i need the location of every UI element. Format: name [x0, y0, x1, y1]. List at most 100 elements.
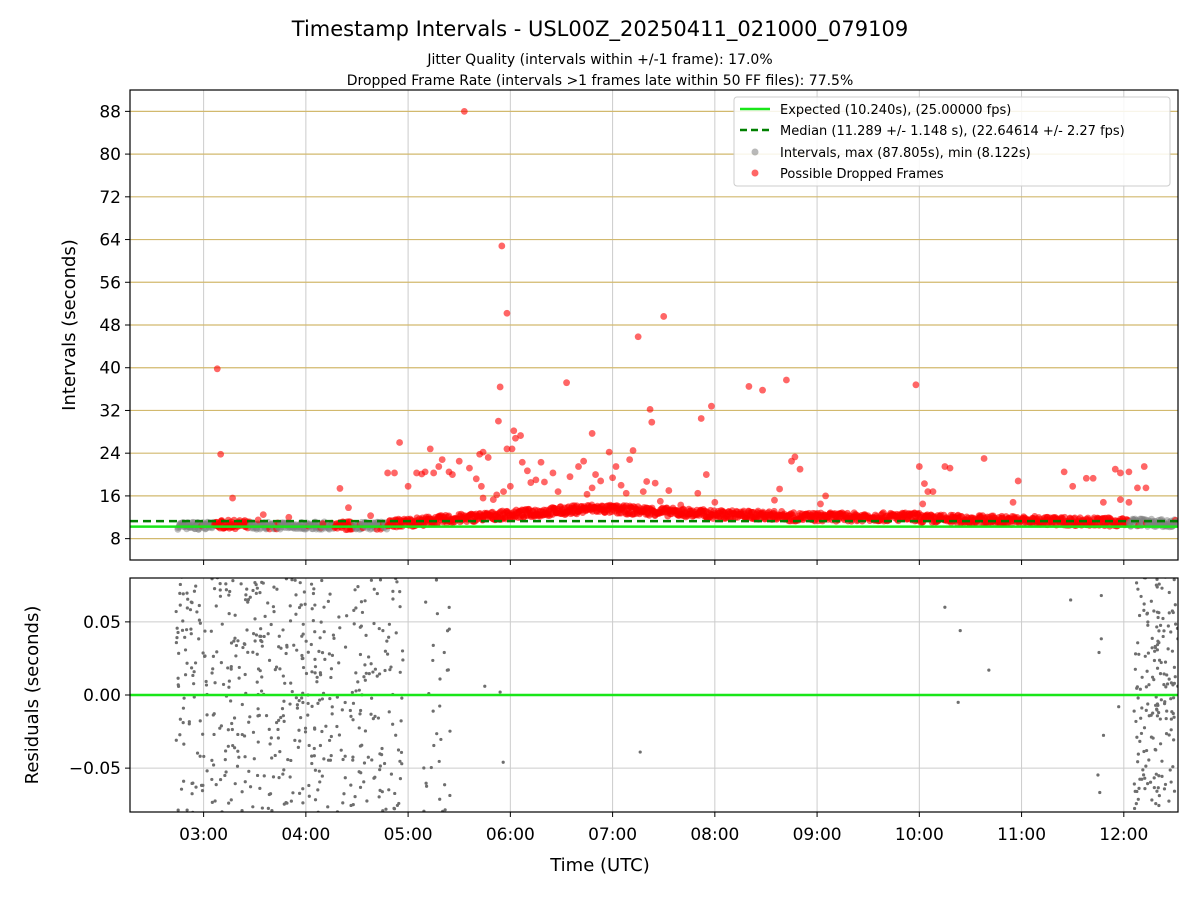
residual-point	[240, 809, 244, 812]
residual-point	[373, 667, 377, 671]
residual-point	[1155, 714, 1160, 718]
residual-point	[306, 701, 310, 706]
residual-point	[197, 618, 201, 622]
residual-point	[1156, 615, 1160, 620]
residual-point	[1161, 634, 1165, 639]
residual-point	[385, 652, 390, 656]
residual-point	[1158, 742, 1163, 746]
residual-point	[1152, 678, 1156, 682]
residual-point	[229, 667, 233, 671]
residual-point	[175, 636, 179, 640]
residual-point	[1140, 706, 1144, 710]
x-tick-label: 03:00	[179, 825, 228, 845]
residual-point	[1139, 594, 1143, 599]
residual-point	[290, 689, 294, 694]
residual-point	[431, 658, 435, 663]
residual-point	[176, 676, 180, 680]
residual-point	[1172, 738, 1176, 742]
residual-point	[1154, 801, 1158, 806]
residual-point	[198, 719, 202, 723]
dropped-frame-outlier	[924, 488, 932, 496]
dropped-frame-outlier	[660, 313, 668, 320]
residual-point	[1158, 672, 1163, 676]
residual-point	[1159, 660, 1163, 665]
dropped-frame-outlier	[702, 471, 710, 478]
residual-point	[185, 808, 189, 812]
residual-point	[281, 628, 285, 632]
residual-point	[227, 685, 231, 689]
residual-point	[277, 776, 281, 780]
residual-point	[366, 755, 370, 759]
residual-point	[259, 689, 264, 693]
dropped-frame-point	[790, 509, 798, 517]
residual-point	[348, 708, 352, 713]
residual-point	[391, 589, 395, 593]
dropped-frame-outlier	[783, 376, 790, 384]
dropped-frame-outlier	[588, 484, 596, 492]
residual-point	[260, 675, 264, 679]
residual-point	[181, 721, 185, 725]
residual-point	[218, 588, 222, 592]
residual-point	[231, 579, 235, 583]
dropped-frame-outlier	[1069, 482, 1077, 490]
residual-point	[1132, 709, 1136, 713]
residual-point	[175, 626, 179, 630]
dropped-frame-outlier	[1014, 477, 1022, 485]
residual-point	[1153, 645, 1157, 650]
residual-point	[322, 630, 326, 634]
residual-point	[429, 765, 433, 770]
residual-point	[210, 671, 214, 675]
dropped-frame-outlier	[430, 469, 438, 477]
residual-point	[251, 588, 255, 593]
residual-point	[210, 800, 214, 804]
residual-point	[498, 690, 502, 694]
residual-point	[266, 632, 270, 636]
residual-point	[389, 665, 393, 669]
top-y-tick-label: 48	[99, 316, 121, 336]
residual-point	[987, 668, 991, 672]
residual-point	[300, 653, 304, 658]
residual-point	[378, 788, 382, 792]
residual-point	[1157, 582, 1161, 586]
legend-box	[733, 96, 1171, 187]
residual-point	[1141, 768, 1145, 772]
residual-point	[319, 673, 323, 677]
residual-point	[398, 589, 402, 594]
residual-point	[1156, 786, 1160, 790]
residual-point	[1101, 813, 1104, 816]
residual-point	[189, 627, 193, 631]
residual-point	[369, 578, 374, 582]
residual-point	[343, 700, 347, 705]
residual-point	[332, 636, 336, 640]
residual-point	[327, 652, 331, 656]
residual-point	[226, 728, 230, 732]
residual-point	[192, 682, 196, 686]
residual-point	[320, 697, 324, 701]
dropped-frame-outlier	[426, 445, 434, 453]
residual-point	[1138, 739, 1142, 743]
residual-point	[341, 801, 345, 805]
x-tick-label: 05:00	[384, 825, 433, 845]
residual-point	[293, 738, 297, 742]
dropped-frame-outlier	[677, 501, 685, 509]
dropped-frame-outlier	[506, 482, 514, 490]
residual-point	[1164, 716, 1168, 721]
residual-point	[310, 575, 313, 578]
residual-point	[1149, 713, 1153, 717]
residual-point	[243, 780, 247, 784]
residual-point	[205, 713, 209, 717]
dropped-frame-outlier	[477, 482, 485, 490]
x-tick-label: 12:00	[1099, 825, 1148, 845]
residual-point	[224, 582, 228, 586]
dropped-frame-outlier	[384, 469, 392, 477]
residual-point	[254, 633, 259, 637]
residual-point	[351, 701, 356, 705]
residual-point	[177, 651, 181, 655]
residual-point	[438, 677, 442, 681]
residual-point	[211, 713, 215, 717]
residual-point	[1145, 669, 1149, 673]
residual-point	[272, 610, 276, 614]
residual-point	[241, 645, 245, 650]
residual-point	[1152, 658, 1157, 663]
residual-point	[189, 632, 193, 636]
